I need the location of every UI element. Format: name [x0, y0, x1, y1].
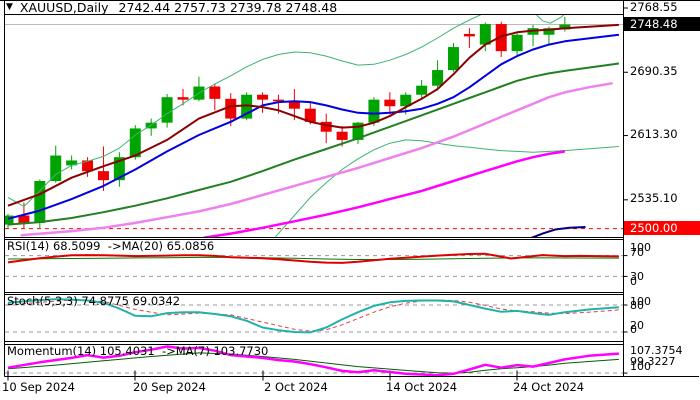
- candle-body: [288, 101, 300, 109]
- momentum-axis-label: 100: [630, 359, 651, 373]
- overlay-ma-magenta: [203, 150, 566, 237]
- symbol-period-label: XAUUSD,Daily: [19, 0, 109, 15]
- stoch-label: Stoch(5,3,3) 74.8775 69.0342: [7, 294, 181, 308]
- momentum-panel[interactable]: [5, 345, 623, 377]
- momentum-label: Momentum(14) 105.4031 ->MA(7) 103.7730: [7, 344, 269, 358]
- candle-body: [225, 98, 237, 119]
- price-axis-label: 2613.30: [630, 127, 678, 141]
- candle-body: [559, 24, 571, 30]
- candle-body: [432, 70, 444, 86]
- overlay-band-lower: [274, 139, 619, 237]
- current-price-tag: 2748.48: [624, 17, 700, 31]
- candle-body: [66, 160, 78, 166]
- rsi-axis-label: 70: [630, 245, 644, 259]
- candle-body: [447, 47, 459, 71]
- candle-body: [320, 121, 332, 132]
- candle-body: [479, 24, 491, 45]
- momentum-axis-label: 107.3754: [630, 344, 683, 357]
- candle-body: [416, 85, 428, 95]
- time-axis-label: 20 Sep 2024: [133, 380, 206, 394]
- candle-body: [543, 28, 555, 35]
- candle-body: [400, 94, 412, 107]
- ohlc-values: 2742.44 2757.73 2739.78 2748.48: [118, 0, 338, 15]
- candle-body: [82, 160, 94, 172]
- series-percent-d: [7, 299, 619, 332]
- dropdown-arrow-icon[interactable]: ▼: [6, 2, 13, 12]
- candle-body: [177, 97, 189, 100]
- series-percent-k: [7, 298, 619, 334]
- candle-body: [257, 94, 269, 100]
- candle-body: [129, 128, 141, 158]
- rsi-label: RSI(14) 68.5099 ->MA(20) 65.0856: [7, 239, 215, 253]
- time-axis-label: 14 Oct 2024: [386, 380, 458, 394]
- price-axis-label: 2690.35: [630, 64, 678, 78]
- alert-price-tag: 2500.00: [624, 221, 700, 235]
- overlay-band-upper-right: [534, 14, 566, 24]
- candle-body: [352, 122, 364, 140]
- main-price-panel[interactable]: [3, 0, 624, 238]
- price-axis-label: 2768.55: [630, 0, 678, 14]
- stochastic-panel[interactable]: [5, 298, 623, 334]
- overlay-band-upper: [7, 14, 484, 207]
- time-axis-label: 2 Oct 2024: [264, 380, 328, 394]
- stoch-axis-label: 100: [630, 295, 651, 308]
- time-axis-label: 24 Oct 2024: [513, 380, 585, 394]
- rsi-panel[interactable]: [5, 252, 623, 277]
- time-axis-label: 10 Sep 2024: [2, 380, 75, 394]
- candle-body: [209, 86, 221, 99]
- candle-body: [384, 99, 396, 107]
- candle-body: [272, 99, 284, 102]
- momentum-axis-label: 99.3227: [630, 354, 676, 368]
- candle-body: [511, 34, 523, 52]
- candle-body: [336, 131, 348, 140]
- candle-body: [161, 97, 173, 123]
- rsi-axis-label: 0: [630, 275, 637, 288]
- overlay-ma-violet: [20, 81, 613, 237]
- stoch-axis-label: 80: [630, 298, 644, 312]
- stoch-axis-label: 0: [630, 323, 637, 336]
- overlay-ma-blue: [7, 33, 620, 220]
- overlay-ma-navy: [530, 226, 586, 237]
- candle-body: [50, 155, 62, 182]
- candle-body: [97, 171, 109, 181]
- candle-body: [34, 181, 46, 223]
- candle-body: [241, 94, 253, 119]
- candle-body: [495, 24, 507, 52]
- overlay-ma-slow-green: [7, 62, 620, 226]
- rsi-axis-label: 30: [630, 270, 644, 283]
- candle-body: [113, 157, 125, 181]
- candle-body: [304, 108, 316, 122]
- overlay-ma-fast-maroon: [7, 23, 619, 207]
- candle-body: [368, 99, 380, 123]
- candle-body: [463, 33, 475, 37]
- candle-body: [18, 215, 30, 223]
- chart-title: ▼ XAUUSD,Daily 2742.44 2757.73 2739.78 2…: [6, 0, 338, 15]
- series-rsi: [7, 252, 619, 264]
- rsi-axis-label: 100: [630, 241, 651, 254]
- price-axis-label: 2535.10: [630, 191, 678, 205]
- series-momentum: [7, 345, 619, 376]
- stoch-axis-label: 20: [630, 319, 644, 332]
- candle-body: [5, 215, 14, 225]
